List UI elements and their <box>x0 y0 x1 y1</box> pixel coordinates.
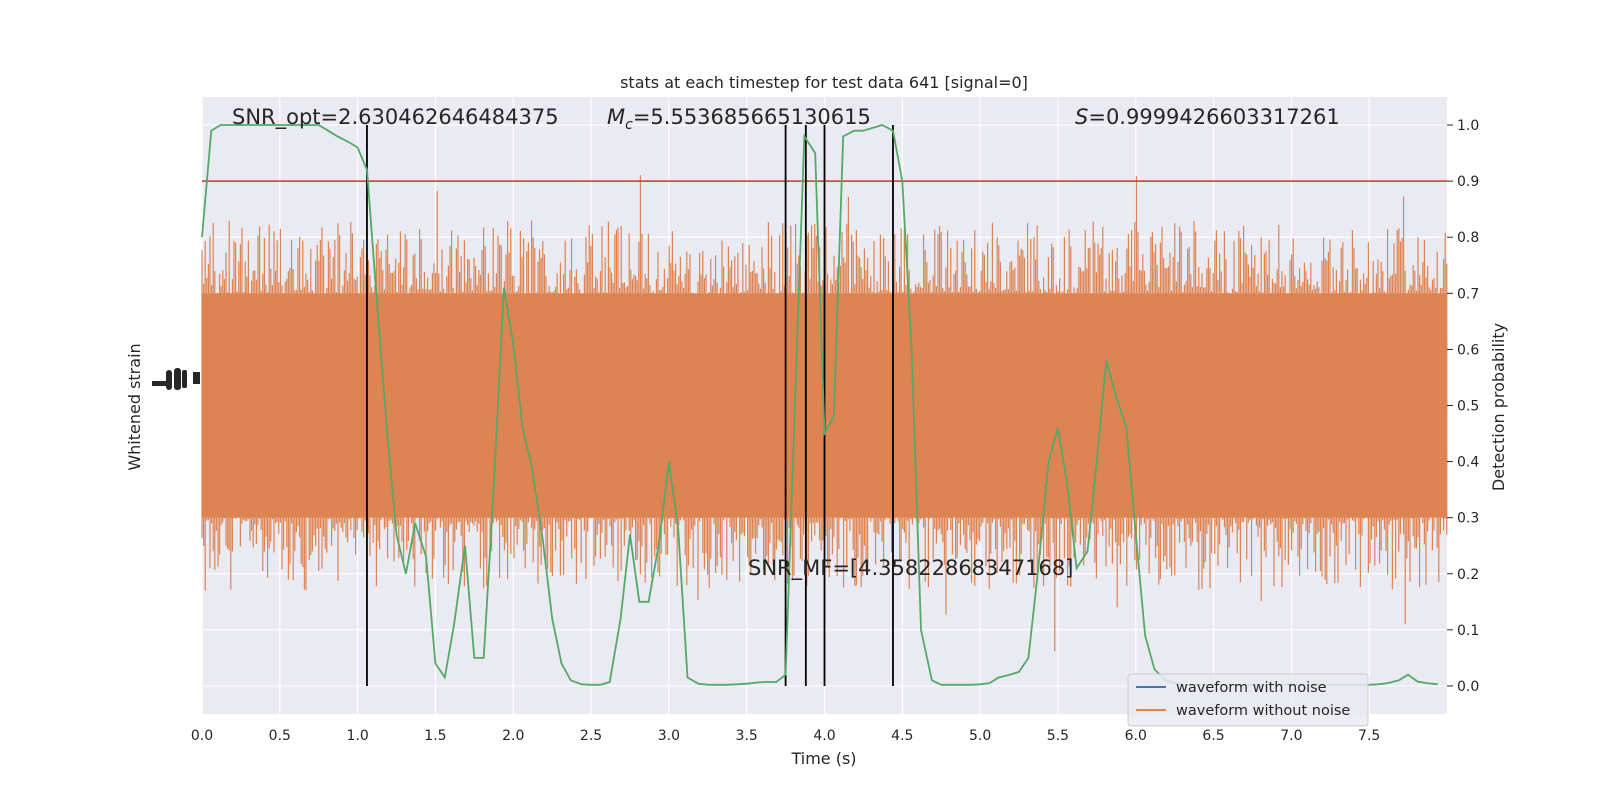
y-axis-label-right: Detection probability <box>1489 323 1508 491</box>
y-tick-label: 0.2 <box>1457 567 1479 583</box>
y-tick-label: 0.0 <box>1457 679 1479 695</box>
vertical-marker-lines <box>366 125 894 686</box>
x-tick-label: 3.5 <box>736 728 758 744</box>
x-tick-label: 2.5 <box>580 728 602 744</box>
left-axis-overlapping-ticks <box>152 368 200 390</box>
x-axis-label: Time (s) <box>790 749 856 768</box>
x-tick-label: 4.5 <box>891 728 913 744</box>
x-tick-label: 1.5 <box>424 728 446 744</box>
x-tick-label: 6.5 <box>1202 728 1224 744</box>
legend-box <box>1127 673 1369 727</box>
y-tick-label: 0.4 <box>1457 455 1479 471</box>
y-tick-labels-right: 0.0 0.1 0.2 0.3 0.4 0.5 0.6 0.7 0.8 0.9 1.0 <box>1447 118 1479 695</box>
snr-opt-annotation: SNR_opt=2.630462646484375 <box>232 105 559 130</box>
x-tick-label: 5.5 <box>1047 728 1069 744</box>
chart-title: stats at each timestep for test data 641… <box>620 73 1028 92</box>
x-tick-label: 6.0 <box>1125 728 1147 744</box>
chirp-mass-annotation: Mc=5.553685665130615 <box>607 105 871 133</box>
x-tick-label: 0.0 <box>191 728 213 744</box>
y-tick-label: 0.6 <box>1457 342 1479 358</box>
x-tick-label: 3.0 <box>658 728 680 744</box>
score-annotation: S=0.9999426603317261 <box>1075 105 1340 129</box>
x-tick-label: 1.0 <box>346 728 368 744</box>
y-tick-label: 0.3 <box>1457 511 1479 527</box>
y-tick-label: 0.7 <box>1457 286 1479 302</box>
legend: waveform with noise waveform without noi… <box>1127 673 1369 727</box>
x-tick-label: 0.5 <box>269 728 291 744</box>
snr-mf-annotation: SNR_MF=[4.35822868347168] <box>748 556 1073 581</box>
x-tick-labels: 0.0 0.5 1.0 1.5 2.0 2.5 3.0 3.5 4.0 4.5 5.0 5.5 6.0 6… <box>191 728 1380 744</box>
x-tick-label: 4.0 <box>813 728 835 744</box>
y-tick-label: 0.5 <box>1457 399 1479 415</box>
legend-label-without-noise: waveform without noise <box>1176 703 1350 719</box>
y-axis-label-left: Whitened strain <box>125 343 144 470</box>
y-tick-label: 0.9 <box>1457 174 1479 190</box>
x-tick-label: 2.0 <box>502 728 524 744</box>
y-tick-label: 1.0 <box>1457 118 1479 134</box>
y-tick-label: 0.1 <box>1457 623 1479 639</box>
y-tick-label: 0.8 <box>1457 230 1479 246</box>
x-tick-label: 7.0 <box>1280 728 1302 744</box>
x-tick-label: 7.5 <box>1358 728 1380 744</box>
x-tick-label: 5.0 <box>969 728 991 744</box>
legend-label-with-noise: waveform with noise <box>1176 680 1327 696</box>
